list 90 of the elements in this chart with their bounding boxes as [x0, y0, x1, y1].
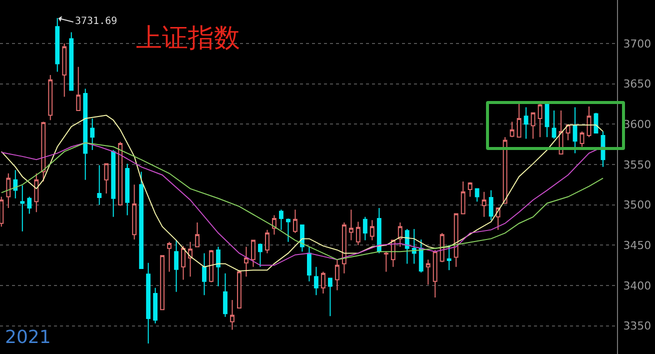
candlestick [314, 266, 318, 296]
y-tick-label: 3650 [623, 78, 652, 91]
candlestick [62, 43, 67, 98]
candlestick [97, 164, 102, 206]
candlestick [69, 32, 74, 91]
text: 上证指数 [136, 23, 240, 54]
candlestick [153, 287, 158, 324]
y-tick-label: 3400 [623, 279, 652, 292]
candlestick [118, 141, 123, 206]
candlestick [468, 182, 472, 198]
candlestick [426, 259, 430, 286]
candlestick [586, 106, 592, 138]
candlestick [474, 188, 480, 202]
candlestick [342, 222, 346, 274]
candlestick [488, 190, 494, 221]
candlestick [524, 106, 528, 140]
candlestick [516, 104, 522, 138]
candlestick [244, 246, 248, 278]
y-tick-label: 3550 [623, 158, 652, 172]
candlestick [398, 222, 402, 248]
candlestick [230, 299, 234, 330]
candlestick [286, 218, 290, 242]
candlestick [418, 238, 424, 274]
candlestick [530, 112, 536, 140]
candlestick [412, 228, 416, 264]
candlestick [34, 172, 39, 213]
candlestick [376, 208, 382, 254]
y-tick-label: 3350 [623, 320, 652, 333]
candlestick [552, 110, 556, 140]
candlestick [279, 209, 284, 230]
candlestick [20, 184, 25, 232]
candlestick [328, 278, 332, 317]
candlestick [237, 270, 242, 309]
candlestick [41, 121, 46, 182]
candlestick [460, 180, 466, 214]
candlestick [356, 221, 360, 246]
candlestick [195, 222, 200, 248]
candlestick [334, 259, 340, 291]
candlestick [538, 104, 542, 138]
annotation: 3731.69 [75, 16, 118, 27]
candlestick [362, 216, 368, 241]
line-series [0, 114, 604, 272]
candlestick [160, 255, 165, 310]
y-tick-label: 3600 [623, 118, 652, 132]
candlestick [202, 252, 206, 296]
candlestick [384, 251, 388, 272]
candlestick [111, 149, 116, 218]
candlestick [146, 262, 151, 344]
candlestick [265, 229, 270, 254]
candlestick [510, 121, 514, 138]
annotation: 2021 [5, 327, 51, 348]
candlestick [223, 272, 228, 318]
candlestick [27, 196, 32, 214]
candlestick [181, 245, 186, 280]
candlestick [216, 246, 220, 287]
y-tick-label: 3450 [623, 238, 652, 252]
candlestick [251, 240, 256, 268]
candlestick [320, 271, 326, 294]
candlestick [132, 184, 137, 240]
candlestick [174, 240, 178, 292]
candlestick [6, 172, 11, 209]
candlestick [502, 136, 508, 204]
candlestick [292, 209, 298, 234]
candlestick [90, 118, 95, 150]
candlestick [258, 243, 262, 268]
y-tick-label: 3700 [623, 37, 652, 50]
candlestick [580, 130, 584, 148]
candlestick [446, 244, 452, 271]
candlestick [306, 246, 312, 282]
candlestick [572, 106, 578, 154]
candlestick [482, 191, 486, 218]
candlestick [454, 213, 458, 268]
candlestick [404, 228, 410, 264]
candlestick [348, 209, 354, 241]
candlestick [139, 171, 144, 270]
candlestick [48, 74, 53, 121]
candlestick [83, 88, 88, 180]
candlestick [13, 170, 18, 199]
candlestick [167, 241, 172, 272]
y-tick-label: 3500 [623, 198, 652, 212]
candlestick [370, 220, 374, 241]
candlestick [104, 163, 109, 194]
candlestick [566, 124, 570, 141]
candlestick [440, 232, 444, 263]
candlestick [432, 249, 438, 298]
candlestick [125, 163, 130, 216]
candlestick [544, 104, 550, 138]
candlestick [76, 66, 81, 111]
candlestick [209, 249, 214, 283]
candlestick [188, 241, 192, 278]
